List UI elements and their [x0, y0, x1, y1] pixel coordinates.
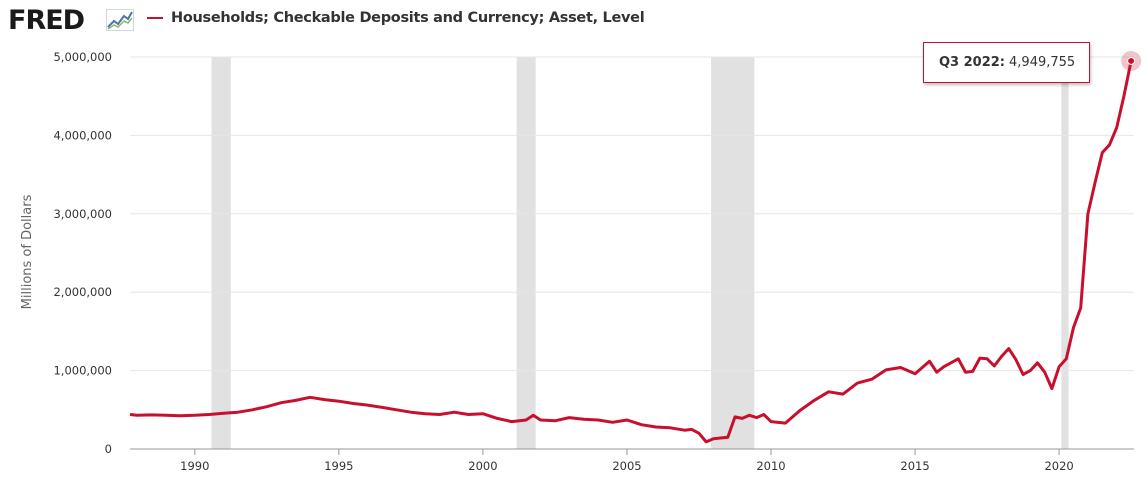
data-tooltip: Q3 2022: 4,949,755: [923, 42, 1090, 83]
recession-band: [711, 57, 755, 449]
fred-logo[interactable]: FRED: [8, 5, 85, 36]
x-tick-label: 1995: [324, 459, 353, 473]
recession-band: [211, 57, 231, 449]
trend-line-icon: [106, 9, 134, 31]
y-tick-label: 0: [105, 442, 112, 456]
grid-lines: [130, 56, 1134, 372]
recession-band: [1061, 57, 1069, 449]
x-tick-label: 2000: [468, 459, 497, 473]
tooltip-date: Q3 2022:: [939, 55, 1006, 70]
tooltip-value: 4,949,755: [1009, 55, 1076, 70]
series-layer: [129, 50, 1142, 444]
series-line: [129, 60, 1133, 444]
recession-band: [516, 57, 536, 449]
y-tick-label: 3,000,000: [53, 207, 112, 221]
x-tick-label: 2020: [1044, 459, 1073, 473]
y-tick-label: 5,000,000: [53, 50, 112, 64]
y-tick-label: 2,000,000: [53, 285, 112, 299]
y-tick-label: 1,000,000: [53, 364, 112, 378]
axes: 0 1,000,000 2,000,000 3,000,000 4,000,000 5,0…: [53, 50, 1134, 473]
legend-swatch: [147, 16, 163, 20]
y-tick-label: 4,000,000: [53, 128, 112, 142]
x-tick-label: 1990: [180, 459, 209, 473]
x-tick-label: 2005: [612, 459, 641, 473]
x-tick-label: 2015: [900, 459, 929, 473]
chart-legend[interactable]: Households; Checkable Deposits and Curre…: [147, 10, 645, 26]
x-tick-label: 2010: [756, 459, 785, 473]
highlight-point: [1127, 56, 1136, 65]
y-axis-label: Millions of Dollars: [20, 194, 35, 309]
recession-bands: [211, 57, 1069, 449]
legend-series-label: Households; Checkable Deposits and Curre…: [171, 10, 645, 26]
